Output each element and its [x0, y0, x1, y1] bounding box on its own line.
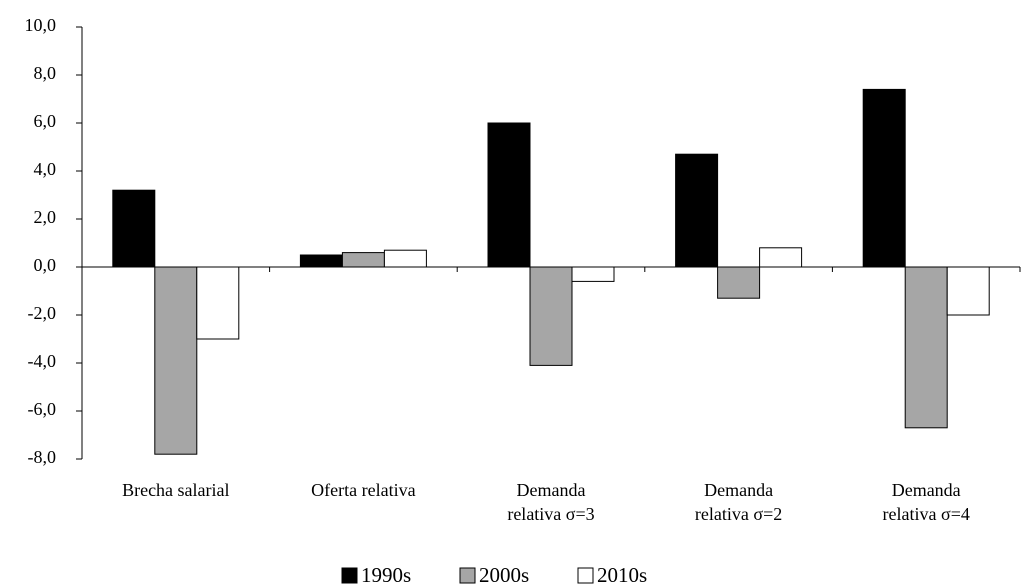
y-tick-label: -6,0 — [28, 399, 57, 419]
bar — [299, 254, 343, 268]
bar — [759, 247, 803, 268]
bar — [196, 266, 240, 340]
legend-label: 1990s — [361, 563, 411, 587]
bar — [112, 189, 156, 268]
legend-swatch — [459, 567, 476, 584]
y-tick-label: 4,0 — [34, 159, 57, 179]
y-tick-label: -2,0 — [28, 303, 57, 323]
bar — [904, 266, 948, 429]
x-tick-label: Oferta relativa — [311, 480, 415, 500]
bar — [946, 266, 990, 316]
bar — [154, 266, 198, 455]
y-tick-label: 10,0 — [25, 15, 57, 35]
bar — [341, 252, 385, 268]
bar — [571, 266, 615, 282]
bar — [717, 266, 761, 299]
y-tick-label: 2,0 — [34, 207, 57, 227]
y-tick-label: 0,0 — [34, 255, 57, 275]
bar — [862, 88, 906, 268]
x-tick-label: Demanda relativa σ=2 — [695, 480, 782, 524]
legend-swatch — [577, 567, 594, 584]
x-tick-label: Demanda relativa σ=4 — [883, 480, 970, 524]
legend-swatch — [341, 567, 358, 584]
x-tick-label: Brecha salarial — [122, 480, 229, 500]
bar — [675, 153, 719, 268]
bar — [383, 249, 427, 268]
legend-label: 2010s — [597, 563, 647, 587]
x-tick-label: Demanda relativa σ=3 — [507, 480, 594, 524]
y-tick-label: 6,0 — [34, 111, 57, 131]
legend: 1990s 2000s 2010s — [341, 563, 647, 587]
legend-label: 2000s — [479, 563, 529, 587]
y-tick-label: -4,0 — [28, 351, 57, 371]
bar — [529, 266, 573, 366]
y-tick-label: -8,0 — [28, 447, 57, 467]
bar — [487, 122, 531, 268]
y-tick-label: 8,0 — [34, 63, 57, 83]
